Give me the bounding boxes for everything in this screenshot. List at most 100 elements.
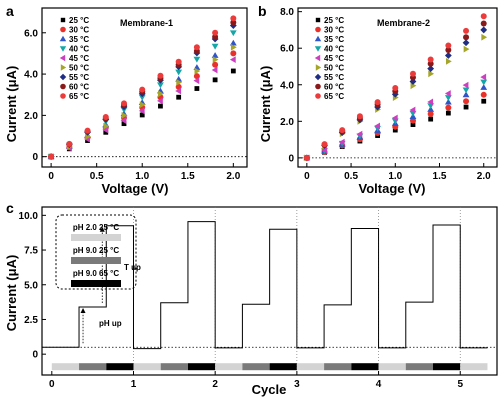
panel-c-ytick-label: 0 [32,350,38,361]
panel-a-xtick-label: 1.5 [181,171,195,182]
panel-b-point-50 [428,70,435,78]
panel-b-point-65 [303,154,310,161]
panel-a-legend-label: 25 °C [69,16,89,25]
panel-b-legend-marker-25 [315,17,321,23]
panel-a-legend-label: 30 °C [69,26,89,35]
panel-a-letter: a [6,3,14,19]
panel-b-point-55 [427,65,435,73]
panel-a-point-45 [157,97,163,105]
panel-b-points [303,13,488,162]
panel-a-ytick-label: 6.0 [24,28,38,39]
panel-b-point-55 [444,52,452,59]
condition-band-ph90_65 [351,363,379,371]
panel-a-point-60 [212,33,219,40]
panel-b-legend-label: 55 °C [324,73,344,82]
panel-a-point-45 [138,107,145,115]
panel-a-xtick-label: 1.0 [135,171,149,182]
panel-b-point-50 [463,45,470,53]
panel-b-point-65 [374,99,381,106]
condition-band-ph90_25 [405,363,434,371]
panel-b-point-60 [445,47,452,54]
condition-band-ph20_25 [215,363,243,371]
panel-a-point-40 [138,94,146,101]
panel-b-point-30 [445,104,452,111]
panel-c-legend-box [55,214,137,290]
panel-a-legend: 25 °C30 °C35 °C40 °C45 °C50 °C55 °C60 °C… [59,16,89,101]
panel-b-point-60 [463,34,470,41]
ph-up-arrowhead [80,307,86,313]
panel-b-point-65 [427,56,434,63]
panel-a-legend-marker-65 [60,93,66,99]
panel-a-legend-marker-35 [59,35,67,42]
panel-b-point-40 [480,79,488,86]
panel-a-point-65 [175,58,182,65]
panel-b-axes: 0 0.5 1.0 1.5 2.0 0 2.0 4.0 6.0 8.0 [280,7,498,182]
panel-b-point-25 [410,122,416,127]
panel-b-ylabel: Current (μA) [258,66,273,143]
panel-b-point-35 [462,91,470,98]
panel-b-point-65 [480,13,487,20]
panel-c-chart: c 0 1 2 3 4 5 0 2.5 5.0 7.5 10.0 Cycle Current (μA… [4,200,498,397]
panel-a-legend-marker-40 [59,46,67,52]
panel-b-point-45 [356,130,363,138]
panel-a-point-65 [48,153,55,160]
panel-b-point-65 [409,70,416,77]
panel-a-title: Membrane-1 [120,18,173,28]
panel-b-legend-marker-60 [315,83,321,90]
panel-b-point-25 [463,104,469,110]
panel-b-ytick-label: 8.0 [280,7,294,18]
panel-b-ytick-label: 4.0 [280,80,294,91]
panel-a-legend-marker-25 [60,17,66,23]
panel-c-frame [41,206,498,376]
panel-c-xtick-label: 2 [212,379,218,390]
panel-b-point-50 [410,82,417,90]
panel-a-point-25 [103,129,109,135]
ph-up-annotation: pH up [99,319,122,328]
panel-b-point-45 [409,106,416,114]
panel-b-legend-label: 30 °C [324,26,344,35]
panel-b-point-45 [480,73,487,81]
t-up-annotation: T up [124,263,141,272]
panel-b-point-30 [463,98,470,105]
panel-a-xtick-label: 0.5 [90,171,104,182]
panel-a-point-25 [158,103,163,109]
panel-b-point-65 [321,141,328,148]
panel-a-point-65 [84,127,91,134]
panel-b-frame [297,7,498,168]
condition-band-ph90_65 [106,363,134,371]
panel-b-point-45 [427,98,434,106]
panel-c-xtick-label: 4 [376,379,382,390]
panel-b-point-25 [428,116,434,122]
panel-b-point-55 [462,39,470,47]
panel-a-legend-label: 60 °C [69,83,89,92]
panel-b-point-55 [409,78,417,85]
panel-c-current-trace [42,221,488,350]
panel-b-point-25 [481,98,487,104]
panel-a-point-50 [139,101,146,109]
panel-b-point-30 [409,117,416,124]
condition-band-ph90_25 [242,363,270,371]
panel-b-point-25 [392,127,398,133]
panel-b-letter: b [258,3,267,19]
panel-c-legend-label: pH 2.0 25 °C [73,223,120,232]
panel-c-legend-label: pH 9.0 25 °C [73,246,120,255]
panel-a-point-65 [102,114,109,121]
panel-c-xtick-label: 0 [49,379,55,390]
panel-a-point-45 [229,56,236,64]
panel-a-point-50 [103,122,110,130]
panel-b-xtick-label: 1.5 [433,171,447,182]
panel-a-legend-label: 65 °C [69,92,89,101]
panel-b-point-30 [480,91,487,98]
panel-b-point-45 [462,81,469,89]
condition-band-ph90_65 [187,363,216,371]
panel-b-legend-marker-35 [314,35,322,42]
panel-a-point-40 [229,30,237,37]
panel-a-point-25 [139,112,145,118]
panel-b-point-30 [427,111,434,117]
panel-b-point-35 [444,98,452,105]
panel-a-xtick-label: 0 [48,171,54,182]
condition-band-ph20_25 [378,363,406,371]
panel-a-point-30 [212,61,219,68]
panel-b-chart: b 0 0.5 1.0 1.5 2.002.04.06.08.0 Membrane-2 … [258,3,498,196]
